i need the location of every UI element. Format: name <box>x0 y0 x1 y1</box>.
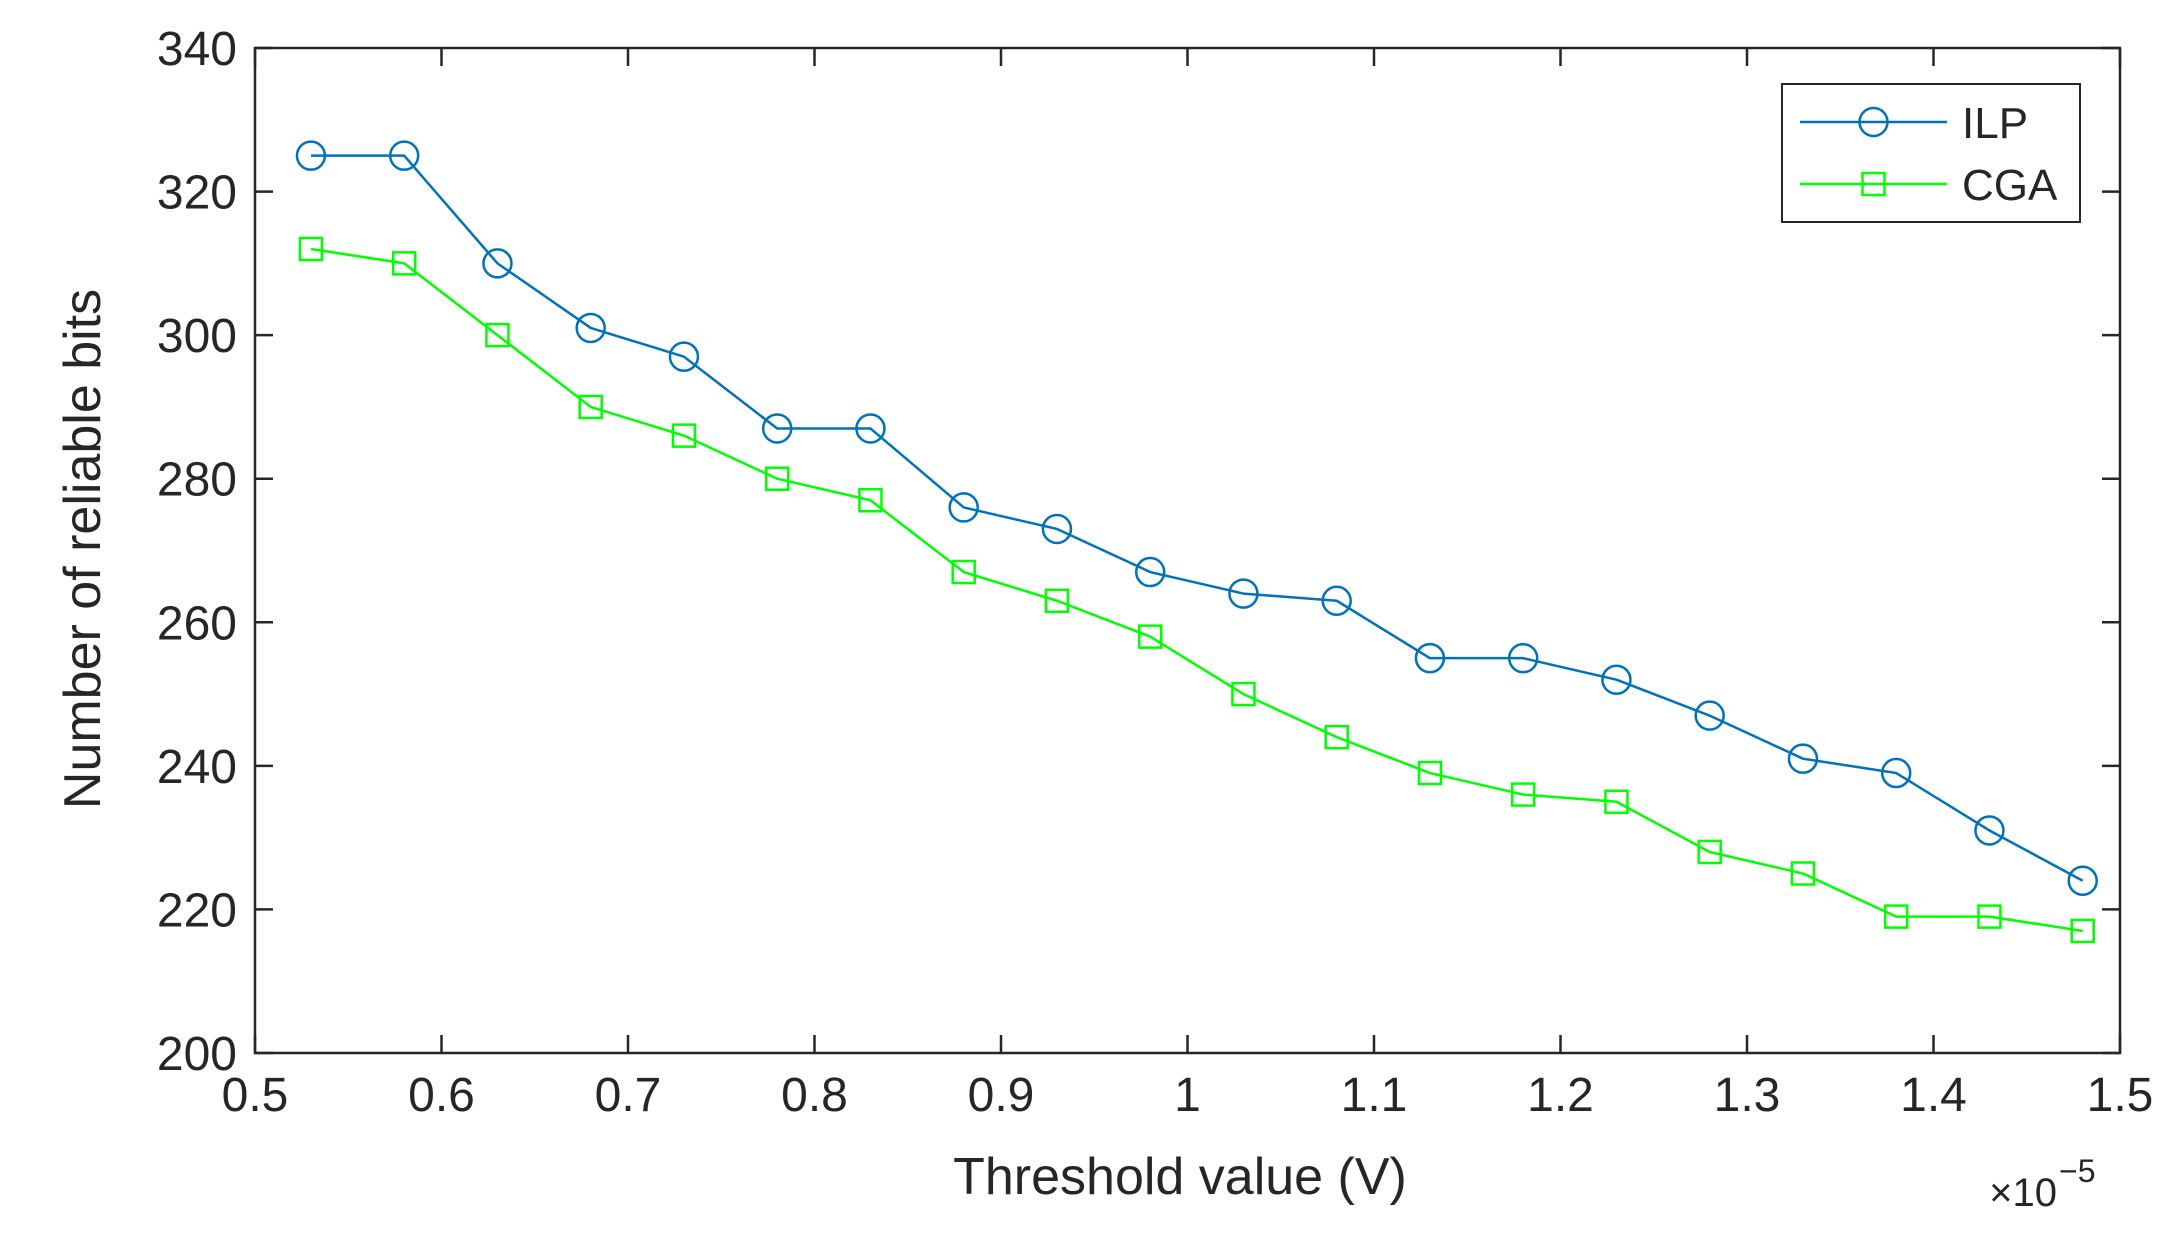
data-point-ilp <box>1414 642 1446 674</box>
data-point-cga <box>764 466 790 491</box>
x-tick-label: 1.4 <box>1900 1069 1967 1122</box>
data-point-cga <box>1790 861 1816 886</box>
data-point-ilp <box>1134 556 1166 588</box>
data-point-ilp <box>1601 664 1632 695</box>
data-point-cga <box>1977 904 2002 929</box>
legend-marker-ilp <box>1858 106 1889 138</box>
series-cga <box>298 236 2095 944</box>
chart-marks-layer <box>295 140 2098 944</box>
y-tick-label: 320 <box>157 167 237 220</box>
data-point-cga <box>391 251 417 276</box>
x-tick-label: 0.5 <box>222 1069 289 1122</box>
x-tick-label: 1.5 <box>2087 1069 2154 1122</box>
data-point-ilp <box>761 413 793 444</box>
legend: ILP CGA <box>1781 83 2081 223</box>
data-point-cga <box>1604 789 1629 814</box>
y-tick-label: 220 <box>157 884 237 937</box>
series-line-ilp <box>310 154 2084 882</box>
x-tick-label: 1 <box>1174 1069 1201 1122</box>
data-point-cga <box>1883 904 1909 929</box>
series-ilp <box>295 140 2098 896</box>
x-exponent-power: −5 <box>2059 1153 2095 1189</box>
data-point-ilp <box>1974 815 2005 846</box>
data-point-ilp <box>1228 578 1259 609</box>
data-point-ilp <box>1880 757 1912 789</box>
y-tick-label: 340 <box>157 23 237 76</box>
data-point-cga <box>1137 624 1163 649</box>
axes-layer: 0.5 0.6 0.7 0.8 0.9 1 1.1 1.2 1.3 1.4 1.5 200 220 240… <box>157 23 2153 1122</box>
data-point-cga <box>1044 588 1070 613</box>
y-tick-label: 200 <box>157 1028 237 1081</box>
data-point-cga <box>1324 724 1349 750</box>
data-point-cga <box>2070 918 2095 944</box>
data-point-ilp <box>1694 700 1725 731</box>
x-tick-label: 0.6 <box>408 1069 475 1122</box>
y-tick-label: 280 <box>157 454 237 507</box>
x-tick-label: 0.9 <box>968 1069 1035 1122</box>
data-point-cga <box>1697 839 1722 865</box>
y-axis-label: Number of reliable bits <box>54 289 112 809</box>
series-line-cga <box>310 247 2083 933</box>
data-point-cga <box>1417 760 1443 786</box>
data-point-cga <box>578 394 603 420</box>
x-tick-label: 1.3 <box>1714 1069 1781 1122</box>
x-tick-label: 1.1 <box>1341 1069 1408 1122</box>
x-tick-label: 0.7 <box>595 1069 662 1122</box>
y-tick-label: 240 <box>157 741 237 794</box>
x-exponent-base: ×10 <box>1989 1171 2057 1215</box>
data-point-ilp <box>668 341 700 372</box>
data-point-cga <box>951 559 976 585</box>
legend-label-ilp: ILP <box>1962 99 2028 148</box>
data-point-cga <box>1510 782 1536 807</box>
legend-marker-cga <box>1861 171 1886 197</box>
data-point-ilp <box>388 140 420 171</box>
data-point-cga <box>858 488 883 513</box>
data-point-ilp <box>1507 642 1539 674</box>
data-point-ilp <box>482 248 513 279</box>
data-point-ilp <box>855 413 886 444</box>
data-point-cga <box>671 423 697 448</box>
x-tick-label: 0.8 <box>781 1069 848 1122</box>
x-axis-label: Threshold value (V) <box>953 1148 1407 1206</box>
y-tick-label: 260 <box>157 597 237 650</box>
legend-label-cga: CGA <box>1962 161 2058 210</box>
data-point-ilp <box>295 140 327 171</box>
data-point-cga <box>1231 681 1256 707</box>
x-tick-label: 1.2 <box>1527 1069 1594 1122</box>
data-point-ilp <box>948 492 979 523</box>
data-point-cga <box>485 322 510 348</box>
data-point-ilp <box>1321 585 1352 616</box>
data-point-ilp <box>2067 865 2098 896</box>
legend-box <box>1781 83 2081 223</box>
data-point-ilp <box>575 312 606 344</box>
data-point-ilp <box>1041 513 1073 545</box>
x-axis-exponent: ×10 −5 <box>1989 1153 2095 1215</box>
data-point-cga <box>298 236 324 262</box>
data-point-ilp <box>1787 743 1819 774</box>
y-tick-label: 300 <box>157 310 237 363</box>
